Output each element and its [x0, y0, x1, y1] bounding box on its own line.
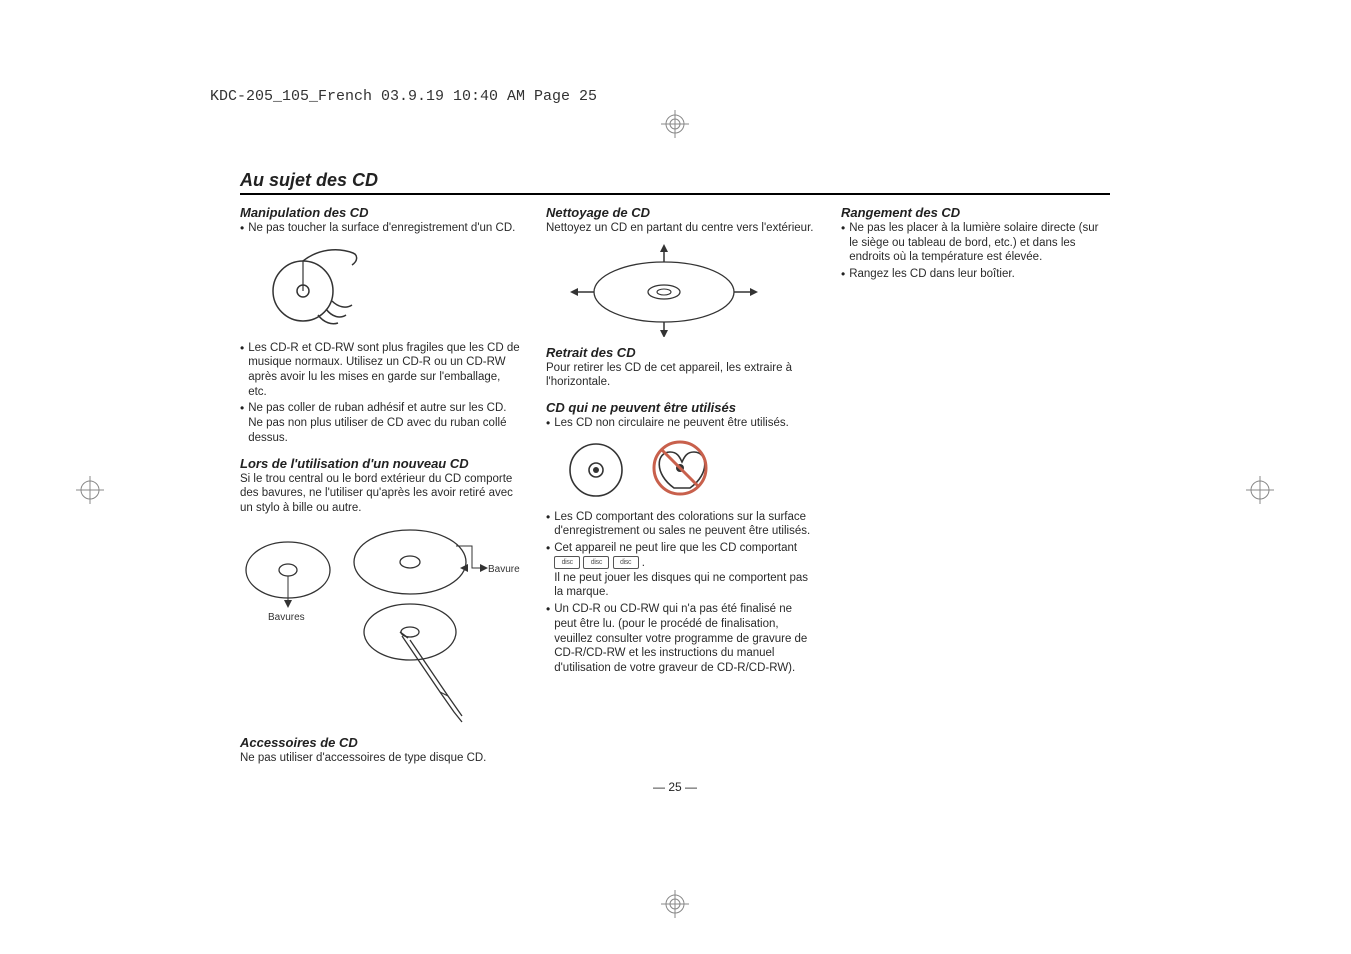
text-cd-logo-b: Il ne peut jouer les disques qui ne comp…	[554, 572, 808, 599]
text-removal: Pour retirer les CD de cet appareil, les…	[546, 361, 815, 390]
cd-logo-icon: disc	[613, 556, 639, 569]
heading-accessories: Accessoires de CD	[240, 735, 520, 750]
crop-mark-left	[76, 476, 104, 504]
print-header: KDC-205_105_French 03.9.19 10:40 AM Page…	[210, 88, 597, 105]
text-no-tape: Ne pas coller de ruban adhésif et autre …	[248, 401, 520, 445]
crop-mark-top	[661, 110, 689, 138]
text-colored-dirty: Les CD comportant des colorations sur la…	[554, 510, 815, 539]
illus-hand-holding-cd	[258, 243, 378, 333]
burr-label-a: Bavures	[268, 612, 305, 623]
column-3: Rangement des CD Ne pas les placer à la …	[841, 199, 1110, 766]
text-cdr-fragile: Les CD-R et CD-RW sont plus fragiles que…	[248, 341, 520, 400]
heading-cleaning: Nettoyage de CD	[546, 205, 815, 220]
heading-unusable: CD qui ne peuvent être utilisés	[546, 400, 815, 415]
cd-logo-icon: disc	[554, 556, 580, 569]
section-title: Au sujet des CD	[240, 170, 1110, 191]
heading-manipulation: Manipulation des CD	[240, 205, 520, 220]
text-burrs: Si le trou central ou le bord extérieur …	[240, 472, 520, 516]
column-1: Manipulation des CD Ne pas toucher la su…	[240, 199, 520, 766]
text-in-case: Rangez les CD dans leur boîtier.	[849, 267, 1015, 283]
illus-burrs-pen: Bavures Bavures	[240, 522, 520, 727]
text-cleaning: Nettoyez un CD en partant du centre vers…	[546, 221, 815, 236]
page-number: — 25 —	[240, 780, 1110, 794]
text-noncircular: Les CD non circulaire ne peuvent être ut…	[554, 416, 789, 432]
illus-forbidden-shapes	[564, 438, 714, 502]
text-cd-logo: Cet appareil ne peut lire que les CD com…	[554, 541, 815, 600]
heading-new-cd: Lors de l'utilisation d'un nouveau CD	[240, 456, 520, 471]
text-accessories: Ne pas utiliser d'accessoires de type di…	[240, 751, 520, 766]
crop-mark-right	[1246, 476, 1274, 504]
text-finalized: Un CD-R ou CD-RW qui n'a pas été finalis…	[554, 602, 815, 676]
text-cd-logo-a: Cet appareil ne peut lire que les CD com…	[554, 542, 797, 554]
section-title-row: Au sujet des CD	[240, 170, 1110, 195]
column-2: Nettoyage de CD Nettoyez un CD en partan…	[546, 199, 815, 766]
burr-label-b: Bavures	[488, 564, 520, 575]
heading-storage: Rangement des CD	[841, 205, 1110, 220]
crop-mark-bottom	[661, 890, 689, 918]
heading-removal: Retrait des CD	[546, 345, 815, 360]
illus-clean-arrows	[564, 242, 764, 337]
text-no-sun: Ne pas les placer à la lumière solaire d…	[849, 221, 1110, 265]
page-content: Au sujet des CD Manipulation des CD Ne p…	[240, 170, 1110, 794]
cd-logo-icon: disc	[583, 556, 609, 569]
text-no-touch: Ne pas toucher la surface d'enregistreme…	[248, 221, 515, 237]
